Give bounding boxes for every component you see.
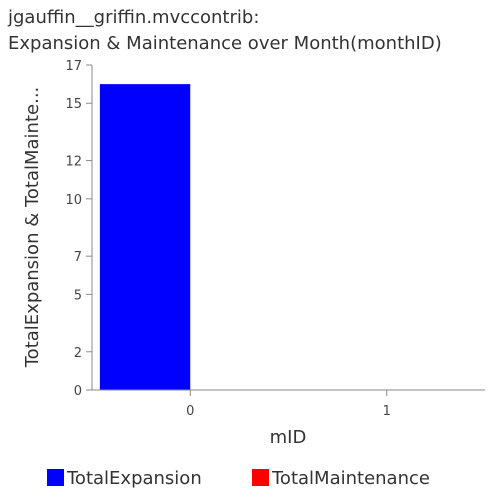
y-axis-ticks: 0 2 5 7 10 12 15 17 xyxy=(65,59,92,399)
y-tick-label: 10 xyxy=(65,193,82,208)
x-axis-title: mID xyxy=(270,427,307,448)
y-axis-title: TotalExpansion & TotalMainte... xyxy=(22,87,43,369)
legend-swatch-totalmaintenance xyxy=(252,469,269,486)
legend-swatch-totalexpansion xyxy=(47,469,64,486)
y-tick-label: 5 xyxy=(74,288,82,303)
y-tick-label: 0 xyxy=(74,384,82,399)
legend: TotalExpansion TotalMaintenance xyxy=(47,468,430,489)
chart-title-line-2: Expansion & Maintenance over Month(month… xyxy=(8,33,442,54)
y-tick-label: 2 xyxy=(74,346,82,361)
bar-totalexpansion-0 xyxy=(99,84,191,390)
legend-label-totalexpansion: TotalExpansion xyxy=(66,468,202,489)
y-tick-label: 15 xyxy=(65,97,82,112)
chart-title-line-1: jgauffin__griffin.mvccontrib: xyxy=(7,7,259,28)
y-tick-label: 12 xyxy=(65,155,82,170)
legend-label-totalmaintenance: TotalMaintenance xyxy=(271,468,430,489)
x-tick-label: 1 xyxy=(383,404,391,419)
bars xyxy=(99,84,191,390)
y-tick-label: 7 xyxy=(74,250,82,265)
x-tick-label: 0 xyxy=(186,404,194,419)
y-tick-label: 17 xyxy=(65,59,82,74)
